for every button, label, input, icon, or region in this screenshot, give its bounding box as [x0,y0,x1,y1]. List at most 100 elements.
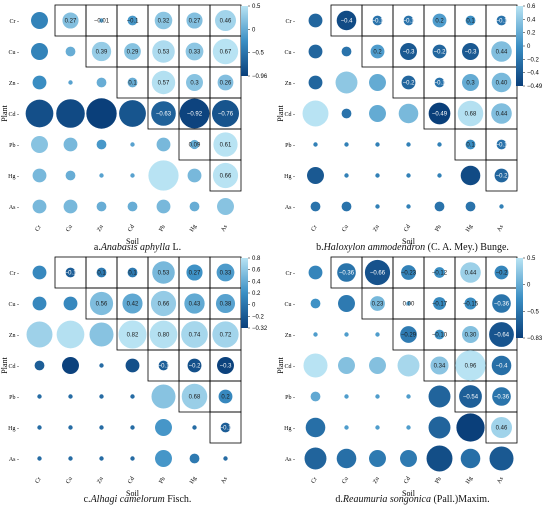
data-label: 0.2 [221,395,230,401]
correlation-circle [344,394,349,399]
data-label: 0.56 [96,302,108,308]
correlation-circle [150,290,177,317]
correlation-circle [460,448,481,469]
correlation-circle [494,168,509,183]
correlation-circle [89,322,114,347]
data-label: 0.3 [190,81,199,87]
data-label: −0.4 [496,364,509,370]
data-label: −0.36 [494,395,510,401]
correlation-circle [462,74,479,91]
data-label: −0.64 [494,333,510,339]
colorbar-tick-label: −0.2 [252,314,265,320]
data-label: −0.15 [463,302,479,308]
data-label: −0.29 [401,333,417,339]
correlation-circle [127,15,138,26]
data-label: 0.44 [465,271,477,277]
col-tick-label: Cr [35,224,43,232]
correlation-circle [307,167,324,184]
col-tick-label: Zn [372,224,381,233]
correlation-circle [152,40,175,63]
colorbar-tick-label: −0.96 [252,74,268,80]
row-tick-label: As - [9,205,19,211]
data-label: −0.12 [432,271,448,277]
correlation-circle [212,38,239,65]
correlation-circle [335,71,358,94]
correlation-circle [344,425,349,430]
data-label: 0.23 [372,302,384,308]
data-label: 0.26 [220,81,232,87]
correlation-circle [406,394,411,399]
correlation-circle [26,321,53,348]
correlation-circle [122,293,143,314]
data-label: 0.40 [496,81,508,87]
correlation-circle [34,360,45,371]
row-tick-label: As - [285,457,295,463]
correlation-circle [336,448,357,469]
correlation-circle [130,425,135,430]
correlation-circle [304,447,327,470]
data-label: 0.39 [96,50,108,56]
correlation-circle [96,267,107,278]
data-label: 0.44 [496,50,508,56]
correlation-circle [375,142,380,147]
correlation-circle [99,173,104,178]
correlation-circle [214,9,237,32]
correlation-circle [216,263,235,282]
row-tick-label: Cu - [285,50,296,56]
row-tick-label: Cd - [9,112,20,118]
correlation-circle [62,12,79,29]
data-label: 0.61 [220,143,232,149]
correlation-circle [215,293,236,314]
correlation-circle [89,291,114,316]
correlation-circle [490,416,513,439]
col-tick-label: Hg [465,224,474,233]
data-label: −0.49 [432,112,448,118]
col-tick-label: Pb [158,224,166,232]
data-label: 0.27 [189,271,201,277]
row-tick-label: Cu - [285,302,296,308]
data-label: 0.66 [220,174,232,180]
correlation-circle [192,425,197,430]
caption-b: b.Haloxylon ammodendron (C. A. Mey.) Bun… [316,242,509,253]
data-label: 0.44 [496,112,508,118]
correlation-circle [370,296,385,311]
x-axis-title: Soil [402,489,416,498]
data-label: −0.1 [158,364,171,370]
col-tick-label: As [220,476,229,485]
correlation-circle [456,413,485,442]
data-label: 0.1 [466,19,475,25]
data-label: −0.3 [220,364,233,370]
correlation-circle [65,46,76,57]
col-tick-label: Zn [96,476,105,485]
data-label: 0.53 [158,271,170,277]
data-label: −0.2 [189,364,202,370]
row-tick-label: Cu - [9,50,20,56]
correlation-circle [186,12,203,29]
correlation-circle [127,77,138,88]
correlation-circle [68,425,73,430]
correlation-circle [99,363,104,368]
correlation-circle [369,105,386,122]
colorbar-tick-label: 0 [252,27,256,33]
correlation-circle [338,295,355,312]
correlation-circle [372,15,383,26]
col-tick-label: Zn [372,476,381,485]
col-tick-label: As [220,224,229,233]
x-axis-title: Soil [126,237,140,246]
correlation-circle [337,263,356,282]
row-tick-label: Hg - [284,174,295,180]
correlation-circle [31,136,48,153]
correlation-circle [491,72,512,93]
correlation-circle [130,394,135,399]
correlation-circle [151,384,176,409]
correlation-circle [403,15,414,26]
correlation-circle [375,173,380,178]
row-tick-label: Cu - [9,302,20,308]
correlation-circle [63,296,78,311]
correlation-circle [156,137,171,152]
data-label: −0.1 [403,19,416,25]
correlation-circle [460,262,481,283]
colorbar-tick-label: −0.4 [527,71,540,77]
correlation-circle [86,98,117,129]
correlation-circle [96,139,107,150]
